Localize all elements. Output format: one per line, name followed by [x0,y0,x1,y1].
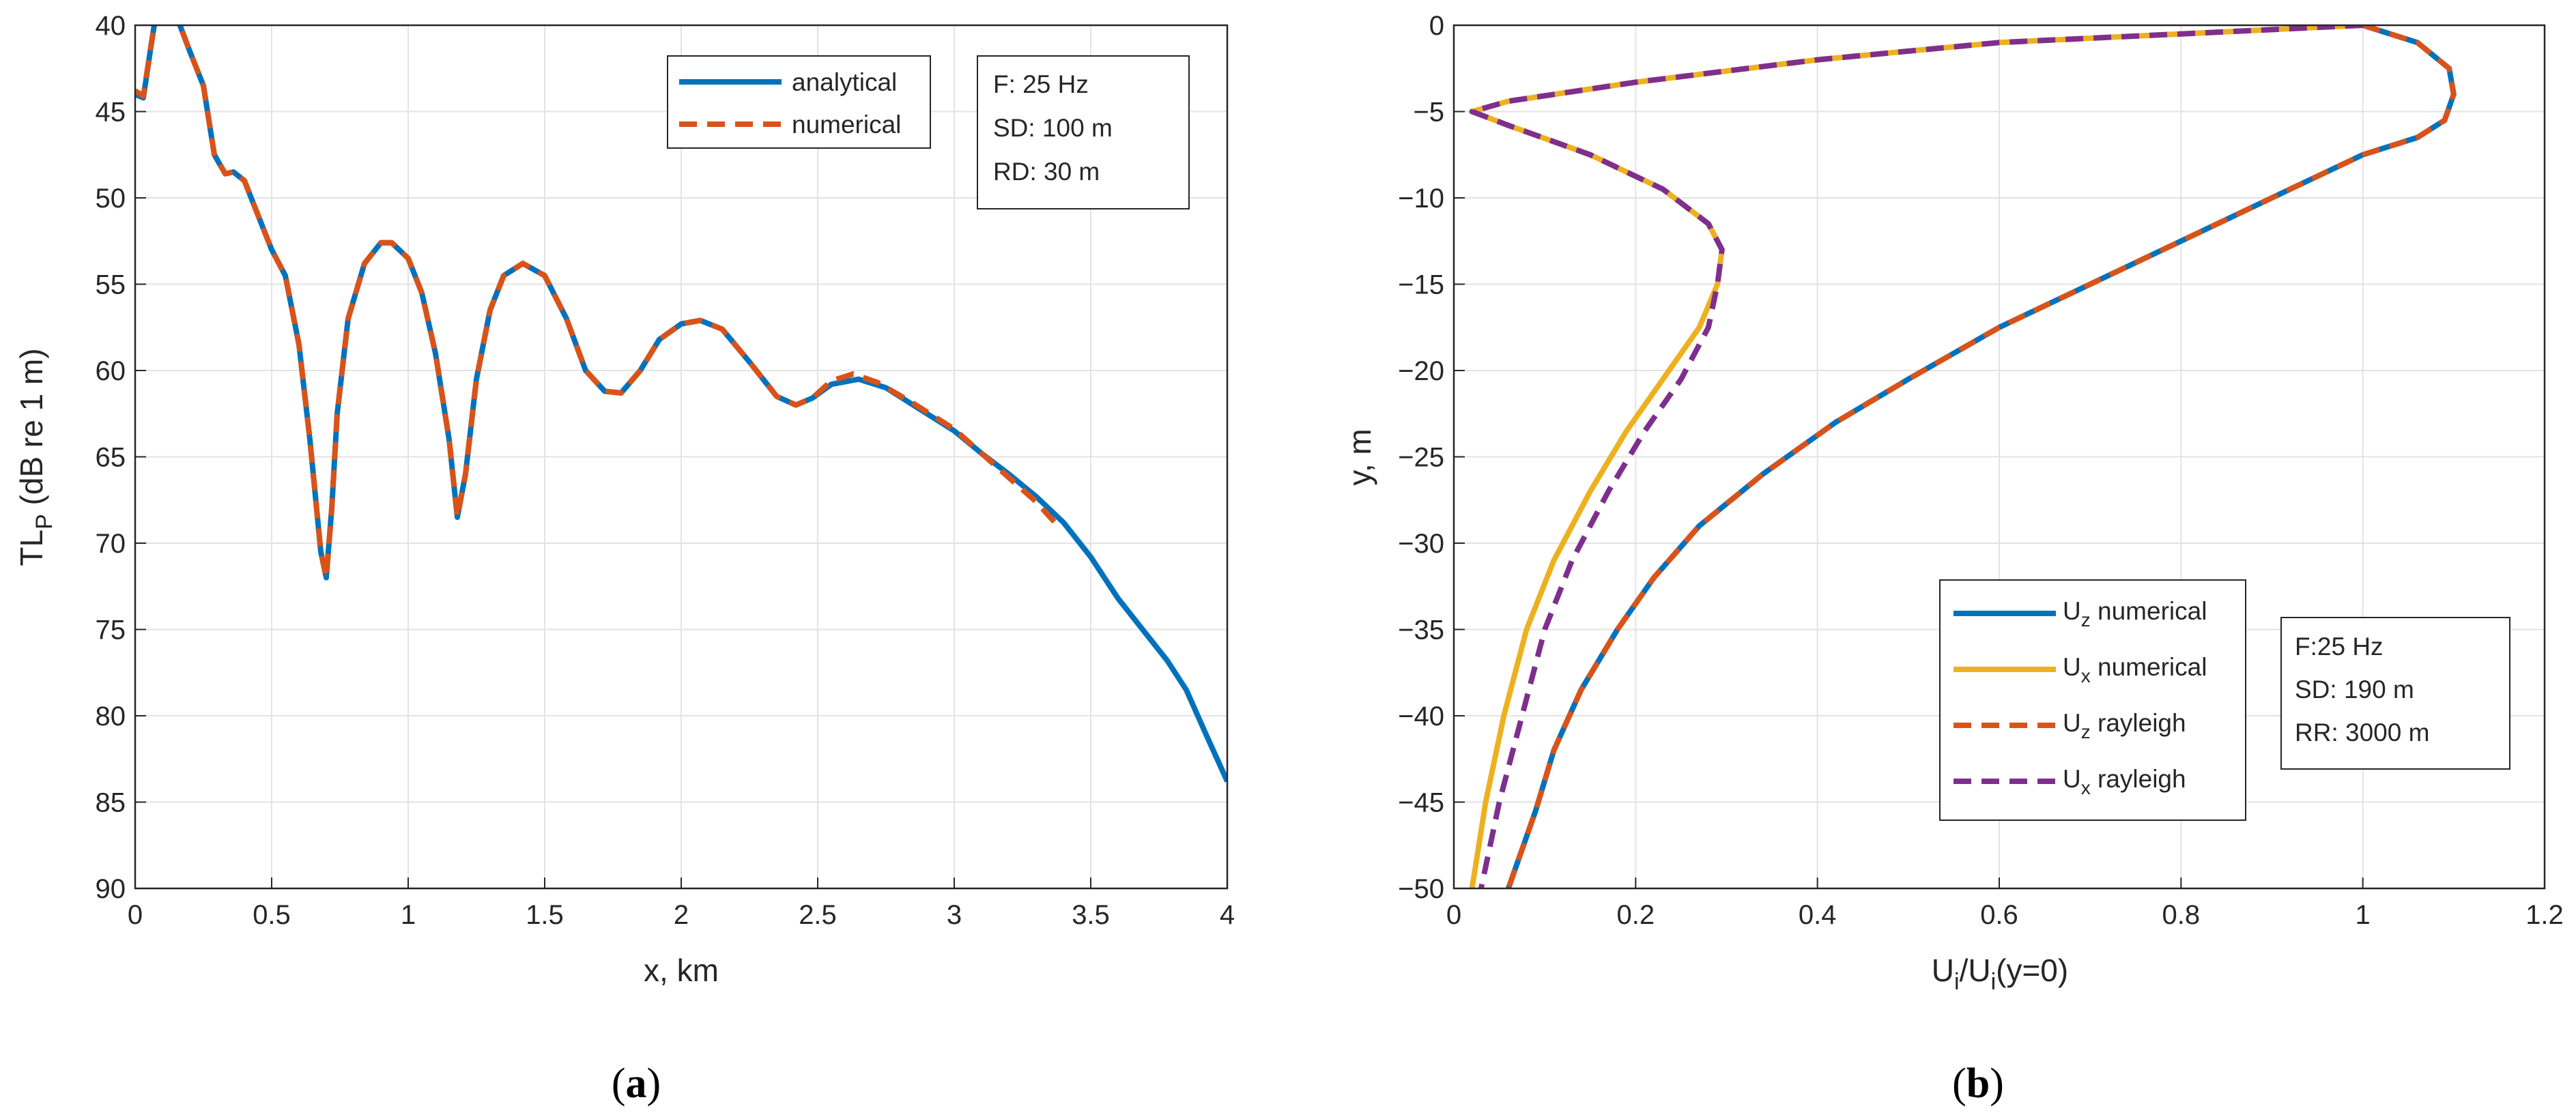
legend-uz-rayleigh-sub: z [2081,721,2091,742]
panel-a-annotation-rd: RD: 30 m [993,158,1100,186]
y-tick-label: 80 [96,701,126,731]
legend-uz-numerical-main: U [2063,597,2081,625]
x-tick-label: 0.5 [253,900,291,930]
y-tick-label: −30 [1398,529,1444,559]
x-tick-label: 0.4 [1799,900,1837,930]
x-tick-label: 1.5 [526,900,564,930]
y-tick-label: 85 [96,788,126,818]
panel-b-xlabel-sub1: i [1954,969,1960,995]
panel-b-xlabel-main: U [1932,953,1954,988]
panel-b-xlabel-rest: (y=0) [1996,953,2068,988]
y-tick-label: 0 [1429,11,1444,41]
panel-a-series [135,25,1227,783]
panel-a-grid [134,25,1228,889]
panel-a-annotation-sd: SD: 100 m [993,114,1113,142]
panel-a-ylabel-sub: P [31,514,57,530]
y-tick-label: −10 [1398,184,1444,214]
panel-a-legend-box [667,55,931,149]
legend-ux-numerical-sub: x [2081,665,2091,686]
panel-a-annotation: F: 25 Hz SD: 100 m RD: 30 m [977,55,1190,209]
x-tick-label: 1 [2356,900,2371,930]
y-tick-label: 75 [96,615,126,645]
legend-uz-numerical-sub: z [2081,609,2091,630]
panel-b-ylabel: y, m [1342,429,1377,485]
panel-b-legend: Uz numerical Ux numerical Uz rayleigh Ux… [1939,579,2246,821]
panel-a-legend-label-analytical: analytical [792,68,897,96]
legend-ux-rayleigh-sub: x [2081,777,2091,798]
y-tick-label: 70 [96,529,126,559]
legend-uz-rayleigh-rest: rayleigh [2091,709,2186,737]
y-tick-label: 55 [96,270,126,300]
panel-b-caption: (b) [1952,1060,2004,1107]
legend-ux-numerical-rest: numerical [2091,653,2207,681]
panel-b-ticks: 0 0.2 0.4 0.6 0.8 1 1.2 0 −5 −10 −15 −20 −25 −30 −35 −4… [1398,11,2564,930]
panel-b-xlabel-sub2: i [1991,969,1997,995]
y-tick-label: 45 [96,98,126,128]
panel-b-xlabel: Ui/Ui(y=0) [1932,953,2068,995]
x-tick-label: 1.2 [2525,900,2564,930]
x-tick-label: 0 [1446,900,1461,930]
x-tick-label: 4 [1220,900,1235,930]
x-tick-label: 0 [128,900,143,930]
x-tick-label: 0.6 [1980,900,2018,930]
x-tick-label: 0.8 [2162,900,2201,930]
y-tick-label: −50 [1398,874,1444,904]
x-tick-label: 1 [401,900,416,930]
panel-b-annotation: F:25 Hz SD: 190 m RR: 3000 m [2280,617,2510,770]
panel-b-legend-label-ux-rayleigh: Ux rayleigh [2063,765,2186,798]
panel-a-ylabel-rest: (dB re 1 m) [14,348,49,514]
y-tick-label: −20 [1398,356,1444,386]
panel-a-caption: (a) [612,1060,661,1107]
series-ux-rayleigh [1469,25,2363,888]
panel-b-chart: 0 0.2 0.4 0.6 0.8 1 1.2 0 −5 −10 −15 −20 −25 −30 −35 −4… [1342,11,2564,1107]
y-tick-label: −35 [1398,615,1444,645]
y-tick-label: 90 [96,874,126,904]
y-tick-label: −5 [1413,98,1444,128]
y-tick-label: 60 [96,356,126,386]
y-tick-label: −25 [1398,443,1444,473]
panel-b-xlabel-mid: /U [1960,953,1991,988]
panel-a-ylabel: TLP (dB re 1 m) [14,348,57,566]
panel-a-legend-label-numerical: numerical [792,111,901,139]
legend-ux-rayleigh-rest: rayleigh [2091,765,2186,793]
y-tick-label: −45 [1398,788,1444,818]
panel-a-chart: 0 0.5 1 1.5 2 2.5 3 3.5 44045505560657075808590 … [14,11,1235,1107]
y-tick-label: −15 [1398,270,1444,300]
panel-b-legend-label-uz-numerical: Uz numerical [2063,597,2207,630]
y-tick-label: 40 [96,11,126,41]
y-tick-label: 65 [96,443,126,473]
series-ux-numerical [1469,25,2363,888]
panel-b-legend-label-uz-rayleigh: Uz rayleigh [2063,709,2186,742]
panel-b-annotation-freq: F:25 Hz [2295,633,2384,661]
x-tick-label: 2 [674,900,689,930]
x-tick-label: 0.2 [1617,900,1655,930]
panel-a-ticks: 0 0.5 1 1.5 2 2.5 3 3.5 4 40 45 50 55 60 65 70 75 80 85 90 [96,11,1235,930]
panel-b-legend-label-ux-numerical: Ux numerical [2063,653,2207,686]
panel-a-annotation-freq: F: 25 Hz [993,70,1089,98]
legend-uz-rayleigh-main: U [2063,709,2081,737]
panel-a-caption-letter: a [626,1060,647,1107]
x-tick-label: 3.5 [1072,900,1110,930]
x-tick-label: 3 [947,900,962,930]
legend-ux-rayleigh-main: U [2063,765,2081,793]
y-tick-label: −40 [1398,701,1444,731]
panel-a-annotation-box [977,55,1190,209]
panel-b-series [1469,25,2457,888]
y-tick-label: 50 [96,184,126,214]
panel-b-annotation-rr: RR: 3000 m [2295,719,2429,746]
legend-uz-numerical-rest: numerical [2091,597,2207,625]
panel-a-xlabel: x, km [644,953,719,988]
panel-a-ylabel-main: TL [14,530,49,566]
panel-a-legend: analytical numerical [667,55,931,149]
series-uz-rayleigh [1506,25,2457,888]
panel-b-annotation-sd: SD: 190 m [2295,676,2414,703]
panel-b-caption-letter: b [1966,1060,1990,1107]
legend-ux-numerical-main: U [2063,653,2081,681]
x-tick-label: 2.5 [799,900,837,930]
panel-b-annotation-box [2280,617,2510,770]
